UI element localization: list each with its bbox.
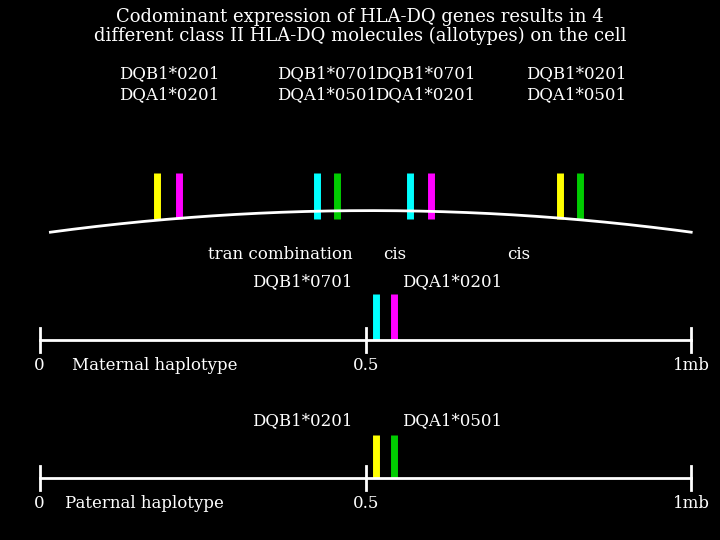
Text: 0.5: 0.5 [353, 357, 379, 374]
Text: DQB1*0201
DQA1*0201: DQB1*0201 DQA1*0201 [119, 65, 220, 103]
Text: Codominant expression of HLA-DQ genes results in 4: Codominant expression of HLA-DQ genes re… [116, 8, 604, 26]
Text: 0: 0 [35, 357, 45, 374]
Text: 1mb: 1mb [672, 495, 710, 512]
Text: Maternal haplotype: Maternal haplotype [72, 357, 238, 374]
Text: 0.5: 0.5 [353, 495, 379, 512]
Text: DQB1*0201
DQA1*0501: DQB1*0201 DQA1*0501 [526, 65, 626, 103]
Text: cis: cis [507, 246, 530, 262]
Text: 1mb: 1mb [672, 357, 710, 374]
Text: DQA1*0501: DQA1*0501 [402, 413, 502, 429]
Text: DQB1*0701
DQA1*0201: DQB1*0701 DQA1*0201 [374, 65, 475, 103]
Text: 0: 0 [35, 495, 45, 512]
Text: tran combination: tran combination [209, 246, 353, 262]
Text: different class II HLA-DQ molecules (allotypes) on the cell: different class II HLA-DQ molecules (all… [94, 27, 626, 45]
Text: DQB1*0701
DQA1*0501: DQB1*0701 DQA1*0501 [277, 65, 378, 103]
Text: DQB1*0201: DQB1*0201 [252, 413, 353, 429]
Text: DQB1*0701: DQB1*0701 [252, 273, 353, 290]
Text: Paternal haplotype: Paternal haplotype [65, 495, 224, 512]
Text: DQA1*0201: DQA1*0201 [402, 273, 502, 290]
Text: cis: cis [383, 246, 406, 262]
